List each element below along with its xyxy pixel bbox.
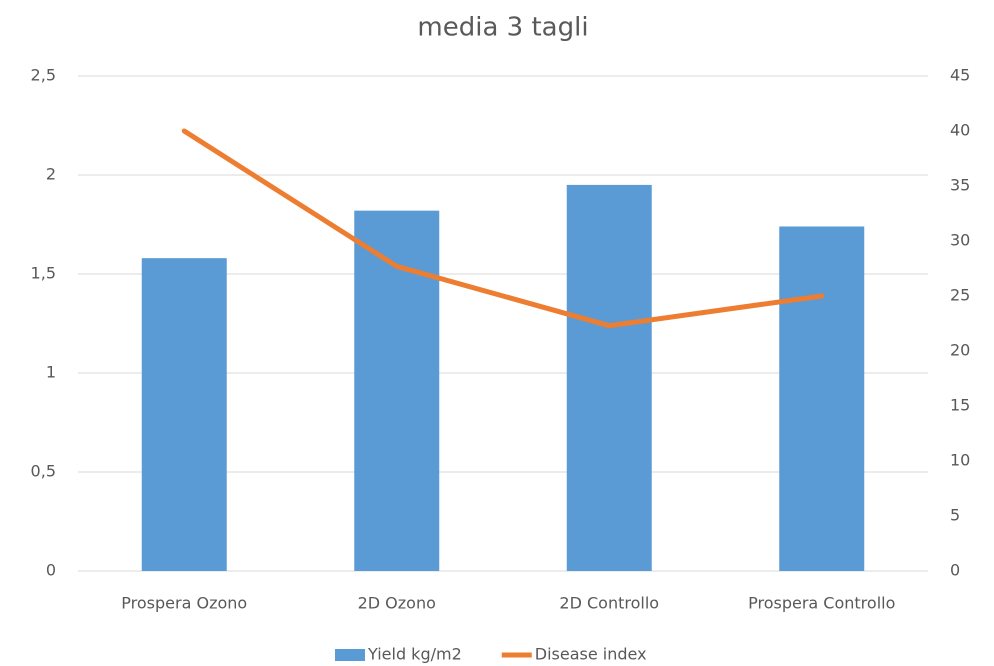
legend-swatch bbox=[335, 649, 365, 661]
tick-label: 45 bbox=[950, 66, 970, 85]
bar bbox=[779, 226, 865, 572]
x-tick-label: 2D Controllo bbox=[559, 594, 659, 613]
line bbox=[181, 128, 825, 329]
chart-title: media 3 tagli bbox=[417, 13, 588, 43]
tick-label: 15 bbox=[950, 396, 970, 415]
x-tick-label: Prospera Ozono bbox=[121, 594, 247, 613]
tick-label: 35 bbox=[950, 176, 970, 195]
tick-label: 2,5 bbox=[31, 66, 56, 85]
legend-label: Yield kg/m2 bbox=[367, 645, 462, 664]
tick-label: 0,5 bbox=[31, 462, 56, 481]
x-tick-label: Prospera Controllo bbox=[748, 594, 895, 613]
tick-label: 0 bbox=[950, 561, 960, 580]
tick-label: 5 bbox=[950, 506, 960, 525]
tick-label: 40 bbox=[950, 121, 970, 140]
tick-label: 0 bbox=[46, 561, 56, 580]
tick-label: 10 bbox=[950, 451, 970, 470]
bar bbox=[141, 258, 227, 571]
bar bbox=[566, 184, 652, 571]
tick-label: 2 bbox=[46, 165, 56, 184]
bar bbox=[354, 210, 440, 571]
tick-label: 1 bbox=[46, 363, 56, 382]
legend-label: Disease index bbox=[535, 645, 647, 664]
tick-label: 25 bbox=[950, 286, 970, 305]
tick-label: 20 bbox=[950, 341, 970, 360]
tick-label: 30 bbox=[950, 231, 970, 250]
x-tick-label: 2D Ozono bbox=[358, 594, 436, 613]
tick-label: 1,5 bbox=[31, 264, 56, 283]
